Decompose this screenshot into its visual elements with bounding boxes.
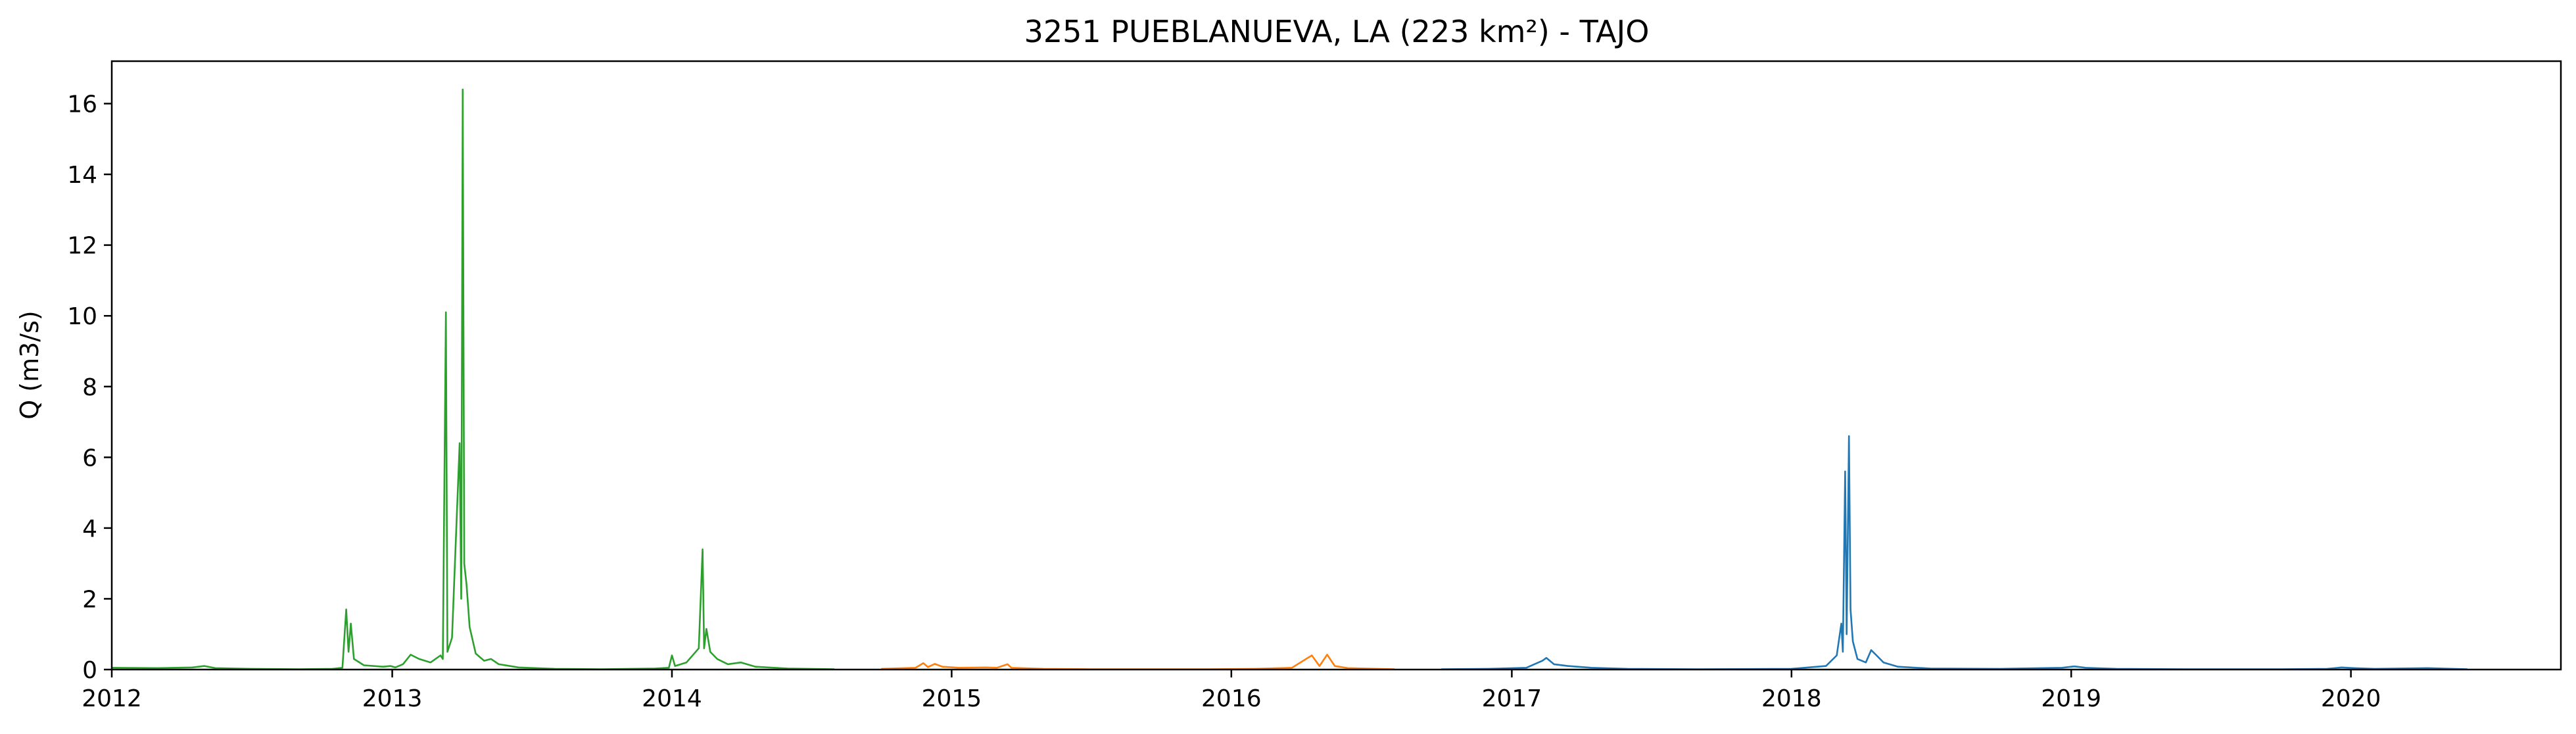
x-tick-label: 2019 [2041, 685, 2101, 712]
y-tick-label: 4 [82, 516, 97, 543]
axis-ticks: 2012 2013 2014 2015 2016 2017 2018 2019 2020 0 2 4 6… [67, 91, 2381, 712]
y-tick-label: 14 [67, 162, 97, 189]
x-tick-label: 2017 [1482, 685, 1542, 712]
y-axis-label: Q (m3/s) [15, 310, 44, 419]
y-tick-label: 2 [82, 586, 97, 613]
y-tick-label: 6 [82, 445, 97, 472]
plot-frame [110, 60, 2562, 671]
series-line-1 [111, 88, 835, 670]
x-tick-label: 2020 [2321, 685, 2381, 712]
series-line-2 [881, 654, 1395, 670]
y-tick-label: 0 [82, 657, 97, 684]
x-tick-label: 2014 [642, 685, 702, 712]
x-tick-label: 2016 [1201, 685, 1262, 712]
chart-title: 3251 PUEBLANUEVA, LA (223 km²) - TAJO [1024, 14, 1650, 49]
y-tick-label: 16 [67, 91, 97, 118]
y-tick-label: 8 [82, 374, 97, 401]
y-tick-label: 12 [67, 233, 97, 260]
y-tick-label: 10 [67, 303, 97, 330]
x-tick-label: 2018 [1761, 685, 1822, 712]
x-tick-label: 2013 [362, 685, 423, 712]
x-tick-label: 2012 [82, 685, 142, 712]
x-tick-label: 2015 [922, 685, 982, 712]
